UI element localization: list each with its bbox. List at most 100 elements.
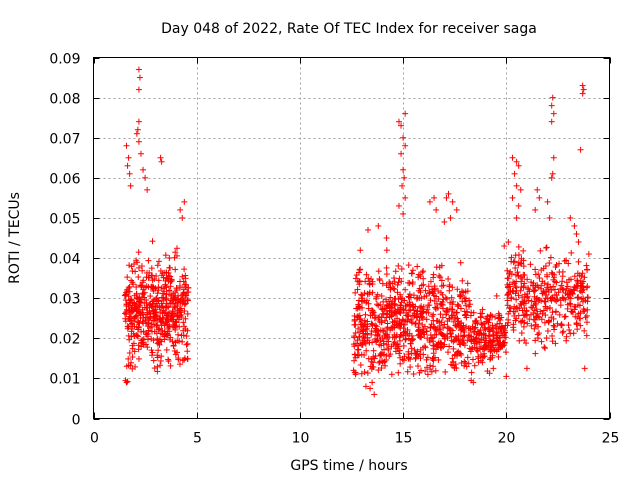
data-point xyxy=(123,142,130,149)
data-point xyxy=(532,266,539,273)
data-point xyxy=(155,284,162,291)
data-point xyxy=(385,345,392,352)
data-point xyxy=(404,316,411,323)
data-point xyxy=(437,322,444,329)
data-point xyxy=(379,357,386,364)
data-point xyxy=(145,274,152,281)
data-point xyxy=(447,214,454,221)
data-point xyxy=(577,322,584,329)
data-point xyxy=(352,371,359,378)
data-point xyxy=(131,332,138,339)
data-point xyxy=(580,308,587,315)
data-point xyxy=(437,274,444,281)
data-point xyxy=(154,262,161,269)
data-point xyxy=(140,277,147,284)
data-point xyxy=(579,270,586,277)
data-point xyxy=(458,323,465,330)
data-point xyxy=(408,337,415,344)
data-point xyxy=(500,339,507,346)
data-point xyxy=(402,328,409,335)
data-point xyxy=(356,281,363,288)
data-point xyxy=(350,367,357,374)
data-point xyxy=(171,254,178,261)
data-point xyxy=(454,286,461,293)
data-point xyxy=(384,324,391,331)
data-point xyxy=(557,285,564,292)
data-point xyxy=(543,244,550,251)
data-point xyxy=(368,331,375,338)
data-point xyxy=(172,306,179,313)
data-point xyxy=(446,343,453,350)
data-point xyxy=(147,310,154,317)
data-point xyxy=(443,194,450,201)
data-point xyxy=(352,354,359,361)
data-point xyxy=(512,271,519,278)
data-point xyxy=(562,313,569,320)
data-point xyxy=(178,314,185,321)
data-point xyxy=(445,275,452,282)
data-point xyxy=(354,278,361,285)
data-point xyxy=(549,332,556,339)
data-point xyxy=(548,174,555,181)
data-point xyxy=(504,267,511,274)
x-tick-label: 5 xyxy=(193,431,202,447)
data-point xyxy=(159,290,166,297)
data-point xyxy=(178,332,185,339)
data-point xyxy=(429,289,436,296)
data-point xyxy=(170,323,177,330)
data-point xyxy=(398,295,405,302)
data-point xyxy=(413,314,420,321)
data-point xyxy=(423,309,430,316)
data-point xyxy=(542,312,549,319)
data-point xyxy=(131,348,138,355)
data-point xyxy=(520,311,527,318)
data-point xyxy=(159,270,166,277)
data-point xyxy=(538,338,545,345)
data-point xyxy=(163,319,170,326)
data-point xyxy=(132,268,139,275)
data-point xyxy=(451,352,458,359)
data-point xyxy=(520,271,527,278)
data-point xyxy=(124,286,131,293)
data-point xyxy=(511,303,518,310)
data-point xyxy=(423,328,430,335)
data-point xyxy=(496,341,503,348)
data-point xyxy=(356,316,363,323)
data-point xyxy=(163,291,170,298)
data-point xyxy=(129,354,136,361)
data-point xyxy=(513,182,520,189)
data-point xyxy=(180,319,187,326)
data-point xyxy=(449,327,456,334)
data-point xyxy=(425,302,432,309)
data-point xyxy=(154,290,161,297)
data-point xyxy=(560,286,567,293)
data-point xyxy=(519,317,526,324)
data-point xyxy=(368,358,375,365)
data-point xyxy=(561,313,568,320)
data-point xyxy=(463,302,470,309)
data-point xyxy=(136,302,143,309)
data-point xyxy=(535,271,542,278)
data-point xyxy=(578,282,585,289)
data-point xyxy=(361,321,368,328)
data-point xyxy=(422,368,429,375)
data-point xyxy=(144,344,151,351)
data-point xyxy=(129,365,136,372)
data-point xyxy=(546,260,553,267)
data-point xyxy=(504,302,511,309)
data-point xyxy=(429,355,436,362)
data-point xyxy=(391,275,398,282)
data-point xyxy=(486,328,493,335)
data-point xyxy=(510,279,517,286)
data-point xyxy=(391,339,398,346)
data-point xyxy=(129,342,136,349)
data-point xyxy=(180,286,187,293)
data-point xyxy=(471,362,478,369)
data-point xyxy=(126,349,133,356)
data-point xyxy=(558,322,565,329)
data-point xyxy=(384,311,391,318)
data-point xyxy=(378,365,385,372)
data-point xyxy=(523,340,530,347)
data-point xyxy=(515,312,522,319)
